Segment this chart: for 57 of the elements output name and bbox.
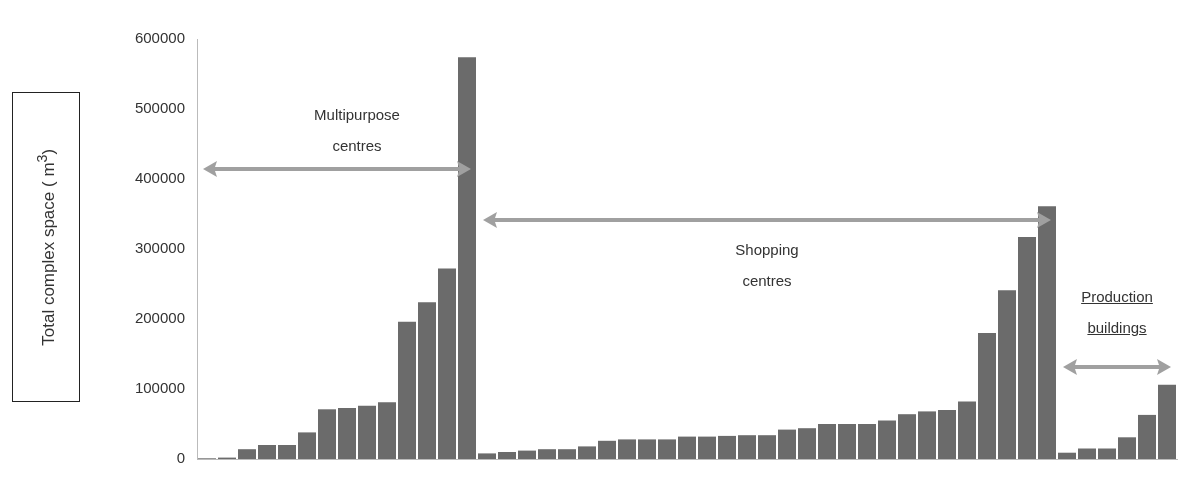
bar	[498, 452, 516, 459]
bar	[718, 435, 736, 459]
bar	[478, 453, 496, 459]
y-tick-label: 500000	[134, 99, 185, 117]
y-tick-label: 400000	[134, 169, 185, 187]
bar	[1018, 237, 1036, 459]
bar	[598, 440, 616, 459]
bar	[398, 321, 416, 459]
bar	[578, 446, 596, 459]
bar	[358, 405, 376, 459]
bar	[658, 439, 676, 459]
bar	[298, 432, 316, 459]
bar	[978, 333, 996, 459]
bar	[818, 424, 836, 459]
bar	[518, 450, 536, 459]
bar	[1058, 452, 1076, 459]
bar	[1138, 414, 1156, 459]
bar	[898, 414, 916, 459]
bar	[538, 449, 556, 459]
bar	[798, 428, 816, 459]
annotation: Shopping centres	[734, 239, 800, 291]
y-tick-label: 200000	[134, 309, 185, 327]
bar	[318, 409, 336, 459]
bar	[738, 435, 756, 459]
bar	[1118, 437, 1136, 459]
bar	[938, 410, 956, 459]
bar	[698, 436, 716, 459]
y-tick-label: 100000	[134, 379, 185, 397]
bar	[778, 429, 796, 459]
bar	[918, 411, 936, 459]
bar	[278, 445, 296, 459]
bar	[418, 302, 436, 459]
annotation: Multipurpose centres	[313, 105, 401, 156]
bar	[1158, 384, 1176, 459]
bar	[1098, 448, 1116, 459]
bar	[258, 445, 276, 459]
bar	[458, 57, 476, 459]
bar	[958, 401, 976, 459]
bar	[338, 407, 356, 459]
bar	[1078, 448, 1096, 459]
bar	[678, 436, 696, 459]
bar	[838, 424, 856, 459]
bar	[998, 290, 1016, 459]
annotation: Production buildings	[1080, 286, 1154, 338]
bar	[638, 439, 656, 459]
bar	[438, 268, 456, 459]
bar	[618, 439, 636, 459]
bar	[238, 449, 256, 459]
bar	[858, 424, 876, 459]
bar	[1038, 206, 1056, 459]
bar	[878, 420, 896, 459]
bar	[378, 402, 396, 459]
bar	[558, 449, 576, 459]
bar	[758, 435, 776, 459]
y-tick-label: 600000	[134, 29, 185, 47]
y-tick-label: 300000	[134, 239, 185, 257]
y-tick-label: 0	[176, 449, 185, 467]
